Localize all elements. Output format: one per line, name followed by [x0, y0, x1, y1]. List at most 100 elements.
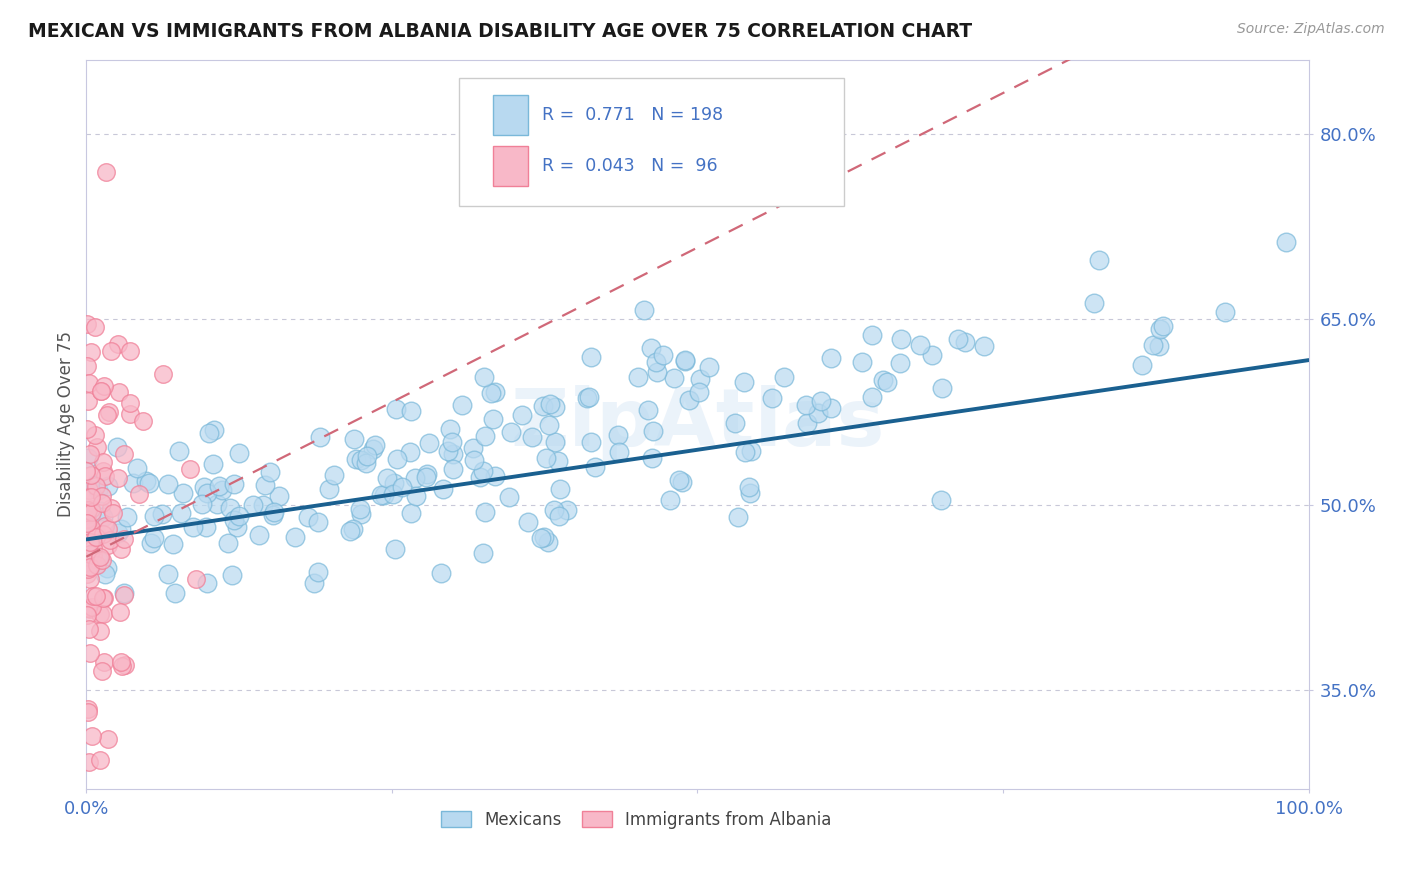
- Point: [111, 659, 134, 673]
- Point: [242, 498, 264, 512]
- Point: [876, 375, 898, 389]
- Point: [536, 450, 558, 465]
- Point: [156, 566, 179, 581]
- Point: [193, 480, 215, 494]
- Point: [401, 506, 423, 520]
- Point: [356, 450, 378, 464]
- Point: [472, 546, 495, 560]
- Point: [484, 384, 506, 399]
- Point: [740, 444, 762, 458]
- Point: [93, 518, 115, 533]
- Point: [451, 398, 474, 412]
- Point: [94, 165, 117, 179]
- Point: [76, 512, 98, 526]
- Point: [98, 405, 121, 419]
- Point: [80, 468, 103, 483]
- Point: [172, 486, 194, 500]
- Point: [644, 355, 666, 369]
- Point: [82, 589, 104, 603]
- Point: [93, 591, 115, 606]
- Point: [211, 483, 233, 497]
- Point: [89, 550, 111, 565]
- Point: [652, 348, 675, 362]
- Point: [350, 453, 373, 467]
- Point: [122, 476, 145, 491]
- Point: [138, 476, 160, 491]
- Point: [76, 608, 98, 623]
- Point: [262, 508, 284, 522]
- Point: [105, 440, 128, 454]
- Point: [90, 384, 112, 398]
- Point: [143, 531, 166, 545]
- Point: [117, 510, 139, 524]
- Point: [641, 451, 664, 466]
- Point: [97, 731, 120, 746]
- Point: [440, 434, 463, 449]
- Point: [112, 533, 135, 547]
- Point: [77, 483, 100, 497]
- Text: Source: ZipAtlas.com: Source: ZipAtlas.com: [1237, 22, 1385, 37]
- Point: [517, 515, 540, 529]
- Point: [356, 456, 378, 470]
- Point: [217, 536, 239, 550]
- Point: [658, 493, 681, 508]
- Point: [1149, 322, 1171, 336]
- Point: [84, 478, 107, 492]
- Point: [77, 705, 100, 719]
- Point: [387, 451, 409, 466]
- Point: [93, 607, 115, 621]
- Point: [307, 515, 329, 529]
- Point: [860, 390, 883, 404]
- Point: [97, 522, 120, 536]
- Point: [125, 461, 148, 475]
- Point: [309, 429, 332, 443]
- Point: [384, 475, 406, 490]
- Point: [93, 379, 115, 393]
- Point: [548, 509, 571, 524]
- Point: [94, 468, 117, 483]
- Point: [678, 392, 700, 407]
- Point: [82, 548, 104, 562]
- Point: [468, 470, 491, 484]
- Point: [538, 397, 561, 411]
- Point: [108, 605, 131, 619]
- Point: [94, 566, 117, 581]
- Point: [370, 488, 392, 502]
- Point: [89, 753, 111, 767]
- Point: [322, 467, 344, 482]
- Point: [93, 655, 115, 669]
- Point: [76, 503, 98, 517]
- Point: [929, 493, 952, 508]
- Point: [501, 425, 523, 440]
- Point: [80, 505, 103, 519]
- Point: [118, 407, 141, 421]
- Point: [253, 478, 276, 492]
- Point: [76, 567, 98, 582]
- Point: [1130, 358, 1153, 372]
- Point: [98, 533, 121, 548]
- Point: [1152, 319, 1174, 334]
- Text: MEXICAN VS IMMIGRANTS FROM ALBANIA DISABILITY AGE OVER 75 CORRELATION CHART: MEXICAN VS IMMIGRANTS FROM ALBANIA DISAB…: [28, 22, 972, 41]
- Point: [100, 344, 122, 359]
- Point: [97, 538, 120, 552]
- Point: [675, 354, 697, 368]
- Point: [537, 417, 560, 432]
- Point: [796, 416, 818, 430]
- Point: [112, 447, 135, 461]
- Point: [191, 496, 214, 510]
- Point: [689, 372, 711, 386]
- Point: [851, 355, 873, 369]
- Point: [181, 520, 204, 534]
- Point: [794, 398, 817, 412]
- Point: [740, 485, 762, 500]
- Point: [889, 356, 911, 370]
- Point: [339, 524, 361, 538]
- Point: [405, 489, 427, 503]
- Point: [441, 447, 464, 461]
- Point: [77, 490, 100, 504]
- Point: [96, 408, 118, 422]
- Point: [373, 488, 395, 502]
- Point: [152, 367, 174, 381]
- Point: [401, 403, 423, 417]
- Point: [79, 447, 101, 461]
